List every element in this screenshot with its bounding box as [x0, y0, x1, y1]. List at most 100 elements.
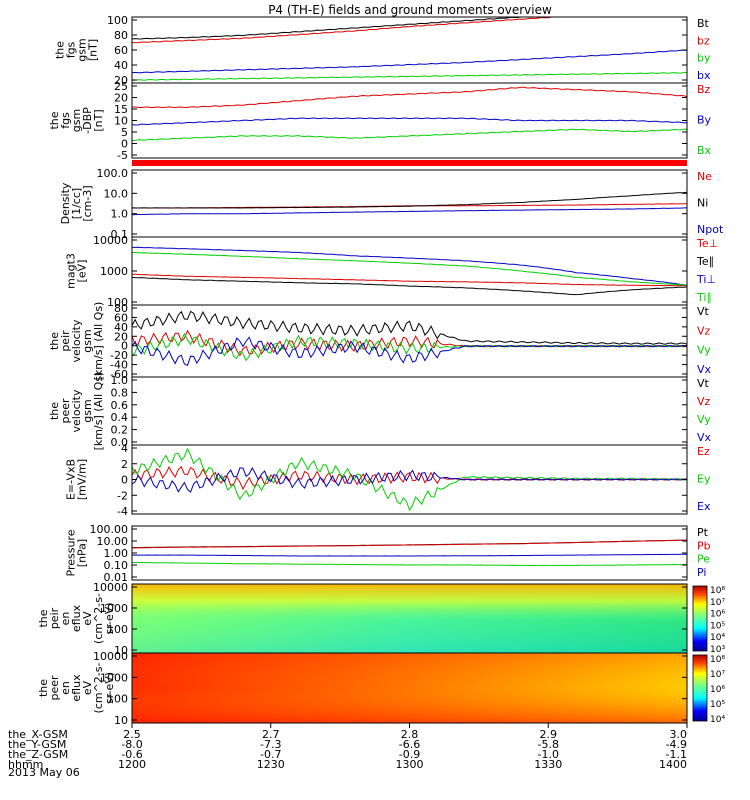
y-axis-label: thepeirvelocitygsm[km/s] (All Qs)	[48, 302, 105, 381]
legend-Ex: Ex	[697, 500, 711, 513]
series-line-Npot	[131, 207, 687, 216]
x-row-label: the_X-GSM	[8, 728, 68, 741]
legend-bx: bx	[697, 69, 711, 82]
series-line-Vt	[131, 310, 688, 345]
legend-Bx: Bx	[697, 144, 712, 157]
y-tick-label: -5	[117, 149, 128, 162]
legend-Vy: Vy	[697, 344, 711, 357]
x-tick-label: -6.6	[399, 738, 420, 751]
y-tick-label: 4	[121, 442, 128, 455]
y-tick-label: 40	[114, 59, 128, 72]
y-axis-label: thefgsgsm[nT]	[54, 38, 100, 61]
x-tick-label: -0.9	[399, 748, 420, 761]
panel-peer_spectrogram: 10⁸ 10⁷ 10⁶ 10⁵ 10⁴ 10000 1000 100 10thepeerenef…	[37, 650, 725, 727]
panel-frame	[131, 525, 688, 581]
legend-Bt: Bt	[697, 17, 710, 30]
y-tick-label: 1.0	[111, 374, 129, 387]
y-tick-label: -60	[110, 368, 128, 381]
colorbar-tick-label: 10⁴	[710, 633, 725, 643]
date-label: 2013 May 06	[8, 766, 80, 779]
legend-Ez: Ez	[697, 445, 710, 458]
series-line-Vy	[131, 332, 688, 362]
y-tick-label: 0	[121, 474, 128, 487]
colorbar-tick-label: 10⁷	[710, 670, 725, 680]
legend-Vx: Vx	[697, 363, 712, 376]
panel-frame	[131, 236, 688, 306]
y-tick-label: 0.4	[111, 411, 129, 424]
x-tick-label: -7.3	[260, 738, 281, 751]
y-tick-label: 20	[114, 74, 128, 87]
y-tick-label: 60	[114, 44, 128, 57]
series-line-Ti⊥	[132, 246, 688, 286]
y-tick-label: 1.00	[104, 547, 129, 560]
y-tick-label: 100.0	[97, 167, 129, 180]
colorbar-tick-label: 10⁸	[710, 655, 725, 665]
legend-Bz: Bz	[697, 83, 711, 96]
y-tick-label: 1000	[100, 602, 128, 615]
legend-Ey: Ey	[697, 473, 711, 486]
colorbar-tick-label: 10⁷	[710, 598, 725, 608]
x-tick-label: 1230	[257, 758, 285, 771]
legend-Vt: Vt	[697, 377, 710, 390]
y-tick-label: 0.2	[111, 424, 129, 437]
x-tick-label: 1300	[396, 758, 424, 771]
y-tick-label: 40	[114, 321, 128, 334]
y-tick-label: 100	[107, 693, 128, 706]
y-axis-label: magt3[eV]	[65, 253, 89, 289]
series-line-bz	[131, 16, 687, 44]
legend-By: By	[697, 114, 712, 127]
y-tick-label: 80	[114, 29, 128, 42]
legend-bz: bz	[697, 34, 710, 47]
legend-Npot: Npot	[697, 223, 724, 236]
y-tick-label: 0.1	[111, 228, 129, 241]
y-tick-label: 0.0	[111, 436, 129, 449]
colorbar-tick-label: 10⁸	[710, 586, 725, 596]
y-tick-label: 1.0	[111, 208, 129, 221]
x-tick-label: 3.0	[670, 728, 688, 741]
colorbar-tick-label: 10⁶	[710, 610, 725, 620]
y-tick-label: -2	[117, 489, 128, 502]
y-tick-label: 0.10	[104, 559, 129, 572]
x-tick-label: 2.5	[123, 728, 141, 741]
x-tick-label: 2.9	[540, 728, 558, 741]
figure-title: P4 (TH-E) fields and ground moments over…	[268, 3, 552, 17]
y-tick-label: 10000	[93, 581, 128, 594]
y-tick-label: 100	[107, 296, 128, 309]
y-tick-label: 10000	[93, 234, 128, 247]
y-tick-label: 100	[107, 623, 128, 636]
series-line-Bx	[131, 128, 688, 142]
data-quality-bar	[132, 160, 687, 166]
legend-Pe: Pe	[697, 553, 710, 566]
legend-Ti⊥: Ti⊥	[696, 273, 716, 286]
y-tick-label: -20	[110, 349, 128, 362]
colorbar-tick-label: 10³	[710, 645, 725, 655]
panel-frame	[131, 304, 688, 378]
x-tick-label: 2.8	[401, 728, 419, 741]
y-tick-label: 0	[121, 138, 128, 151]
series-line-Ni	[131, 191, 688, 209]
panel-temperature: Te⊥ Te∥ Ti⊥ Ti∥ 10000 1000 100 magt3[eV]	[65, 234, 719, 309]
y-tick-label: 10.00	[97, 535, 129, 548]
y-axis-label: E=-VxB[mV/m]	[65, 459, 89, 500]
colorbar	[692, 585, 708, 652]
y-tick-label: -40	[110, 359, 128, 372]
y-tick-label: 25	[114, 80, 128, 93]
y-tick-label: 5	[121, 126, 128, 139]
x-row-label: the_Z-GSM	[8, 748, 68, 761]
y-axis-label: thepeirenefluxeV(cm^2-s-sr-eV)	[37, 593, 116, 644]
y-tick-label: 0	[121, 340, 128, 353]
legend-Te⊥: Te⊥	[696, 237, 718, 250]
y-tick-label: 0.8	[111, 386, 129, 399]
series-line-Ex	[131, 466, 688, 493]
y-tick-label: 10000	[93, 650, 128, 663]
y-tick-label: 20	[114, 92, 128, 105]
legend-Te∥: Te∥	[696, 255, 714, 268]
series-line-Vx	[131, 336, 688, 367]
x-tick-label: -0.7	[260, 748, 281, 761]
x-tick-label: -4.9	[666, 738, 687, 751]
legend-Pi: Pi	[697, 566, 706, 579]
colorbar-tick-label: 10⁶	[710, 685, 725, 695]
colorbar-tick-label: 10⁵	[710, 621, 725, 631]
